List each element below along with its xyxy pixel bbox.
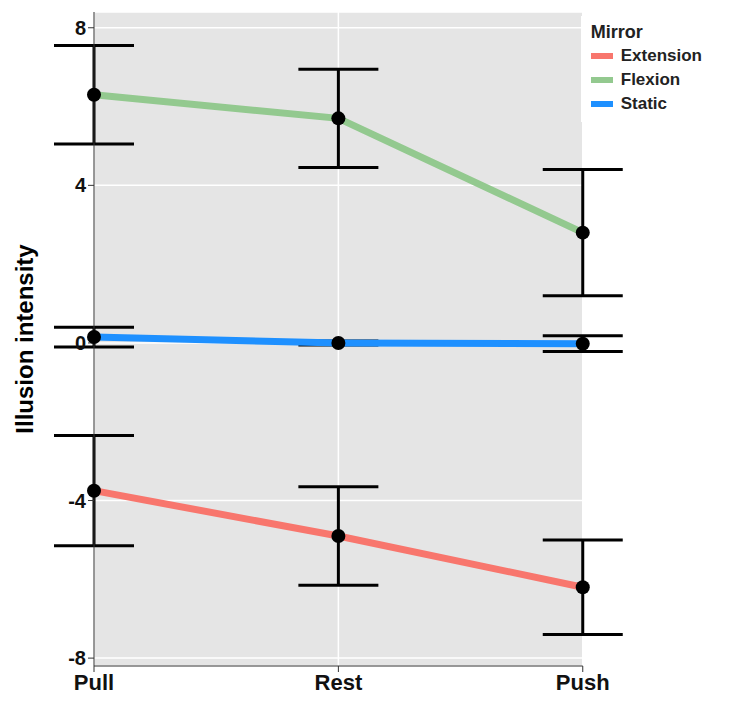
svg-text:8: 8 [75, 17, 86, 39]
html-text:Extension: Extension [620, 46, 702, 65]
svg-text:Pull: Pull [74, 670, 114, 695]
html-text:Static: Static [620, 94, 667, 113]
svg-text:Rest: Rest [315, 670, 363, 695]
svg-text:Push: Push [556, 670, 610, 695]
html-text:Mirror: Mirror [590, 22, 643, 42]
html-text:Flexion: Flexion [620, 70, 681, 89]
svg-text:-4: -4 [68, 490, 87, 512]
svg-text:0: 0 [75, 332, 86, 354]
svg-text:Illusion intensity: Illusion intensity [11, 244, 38, 434]
svg-text:4: 4 [75, 174, 87, 196]
svg-text:-8: -8 [68, 647, 86, 669]
